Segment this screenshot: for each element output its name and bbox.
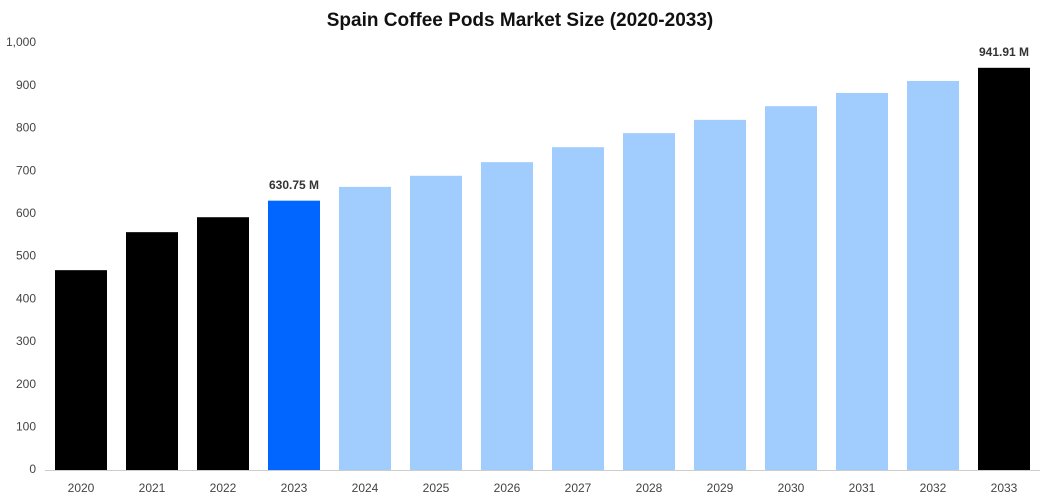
bar (836, 92, 888, 471)
bar (552, 147, 604, 471)
x-tick-label: 2025 (423, 481, 450, 495)
y-tick-label: 400 (16, 291, 36, 305)
bar (339, 186, 391, 471)
bar (197, 217, 249, 470)
value-label: 941.91 M (979, 45, 1029, 59)
value-label: 630.75 M (269, 178, 319, 192)
y-tick-label: 1,000 (6, 35, 36, 49)
x-tick-label: 2026 (494, 481, 521, 495)
bar (765, 106, 817, 471)
y-tick-label: 100 (16, 419, 36, 433)
bar (268, 200, 320, 471)
bar (126, 232, 178, 470)
x-tick-label: 2032 (920, 481, 947, 495)
y-tick-label: 700 (16, 163, 36, 177)
bar (623, 133, 675, 471)
x-tick-label: 2033 (991, 481, 1018, 495)
bar (410, 175, 462, 470)
x-tick-label: 2030 (778, 481, 805, 495)
x-tick-label: 2023 (281, 481, 308, 495)
x-tick-label: 2029 (707, 481, 734, 495)
y-tick-label: 600 (16, 206, 36, 220)
x-tick-label: 2024 (352, 481, 379, 495)
x-tick-label: 2028 (636, 481, 663, 495)
y-tick-label: 300 (16, 334, 36, 348)
x-tick-label: 2021 (139, 481, 166, 495)
x-tick-label: 2020 (68, 481, 95, 495)
bar (694, 119, 746, 471)
x-tick-label: 2027 (565, 481, 592, 495)
bar (481, 162, 533, 470)
y-tick-label: 0 (29, 462, 36, 476)
bar (907, 81, 959, 471)
y-tick-label: 900 (16, 78, 36, 92)
y-tick-label: 800 (16, 121, 36, 135)
bar (55, 270, 107, 470)
x-tick-label: 2022 (210, 481, 237, 495)
x-tick-label: 2031 (849, 481, 876, 495)
y-tick-label: 500 (16, 249, 36, 263)
y-tick-label: 200 (16, 377, 36, 391)
chart-title: Spain Coffee Pods Market Size (2020-2033… (327, 10, 713, 31)
bar (978, 67, 1030, 470)
